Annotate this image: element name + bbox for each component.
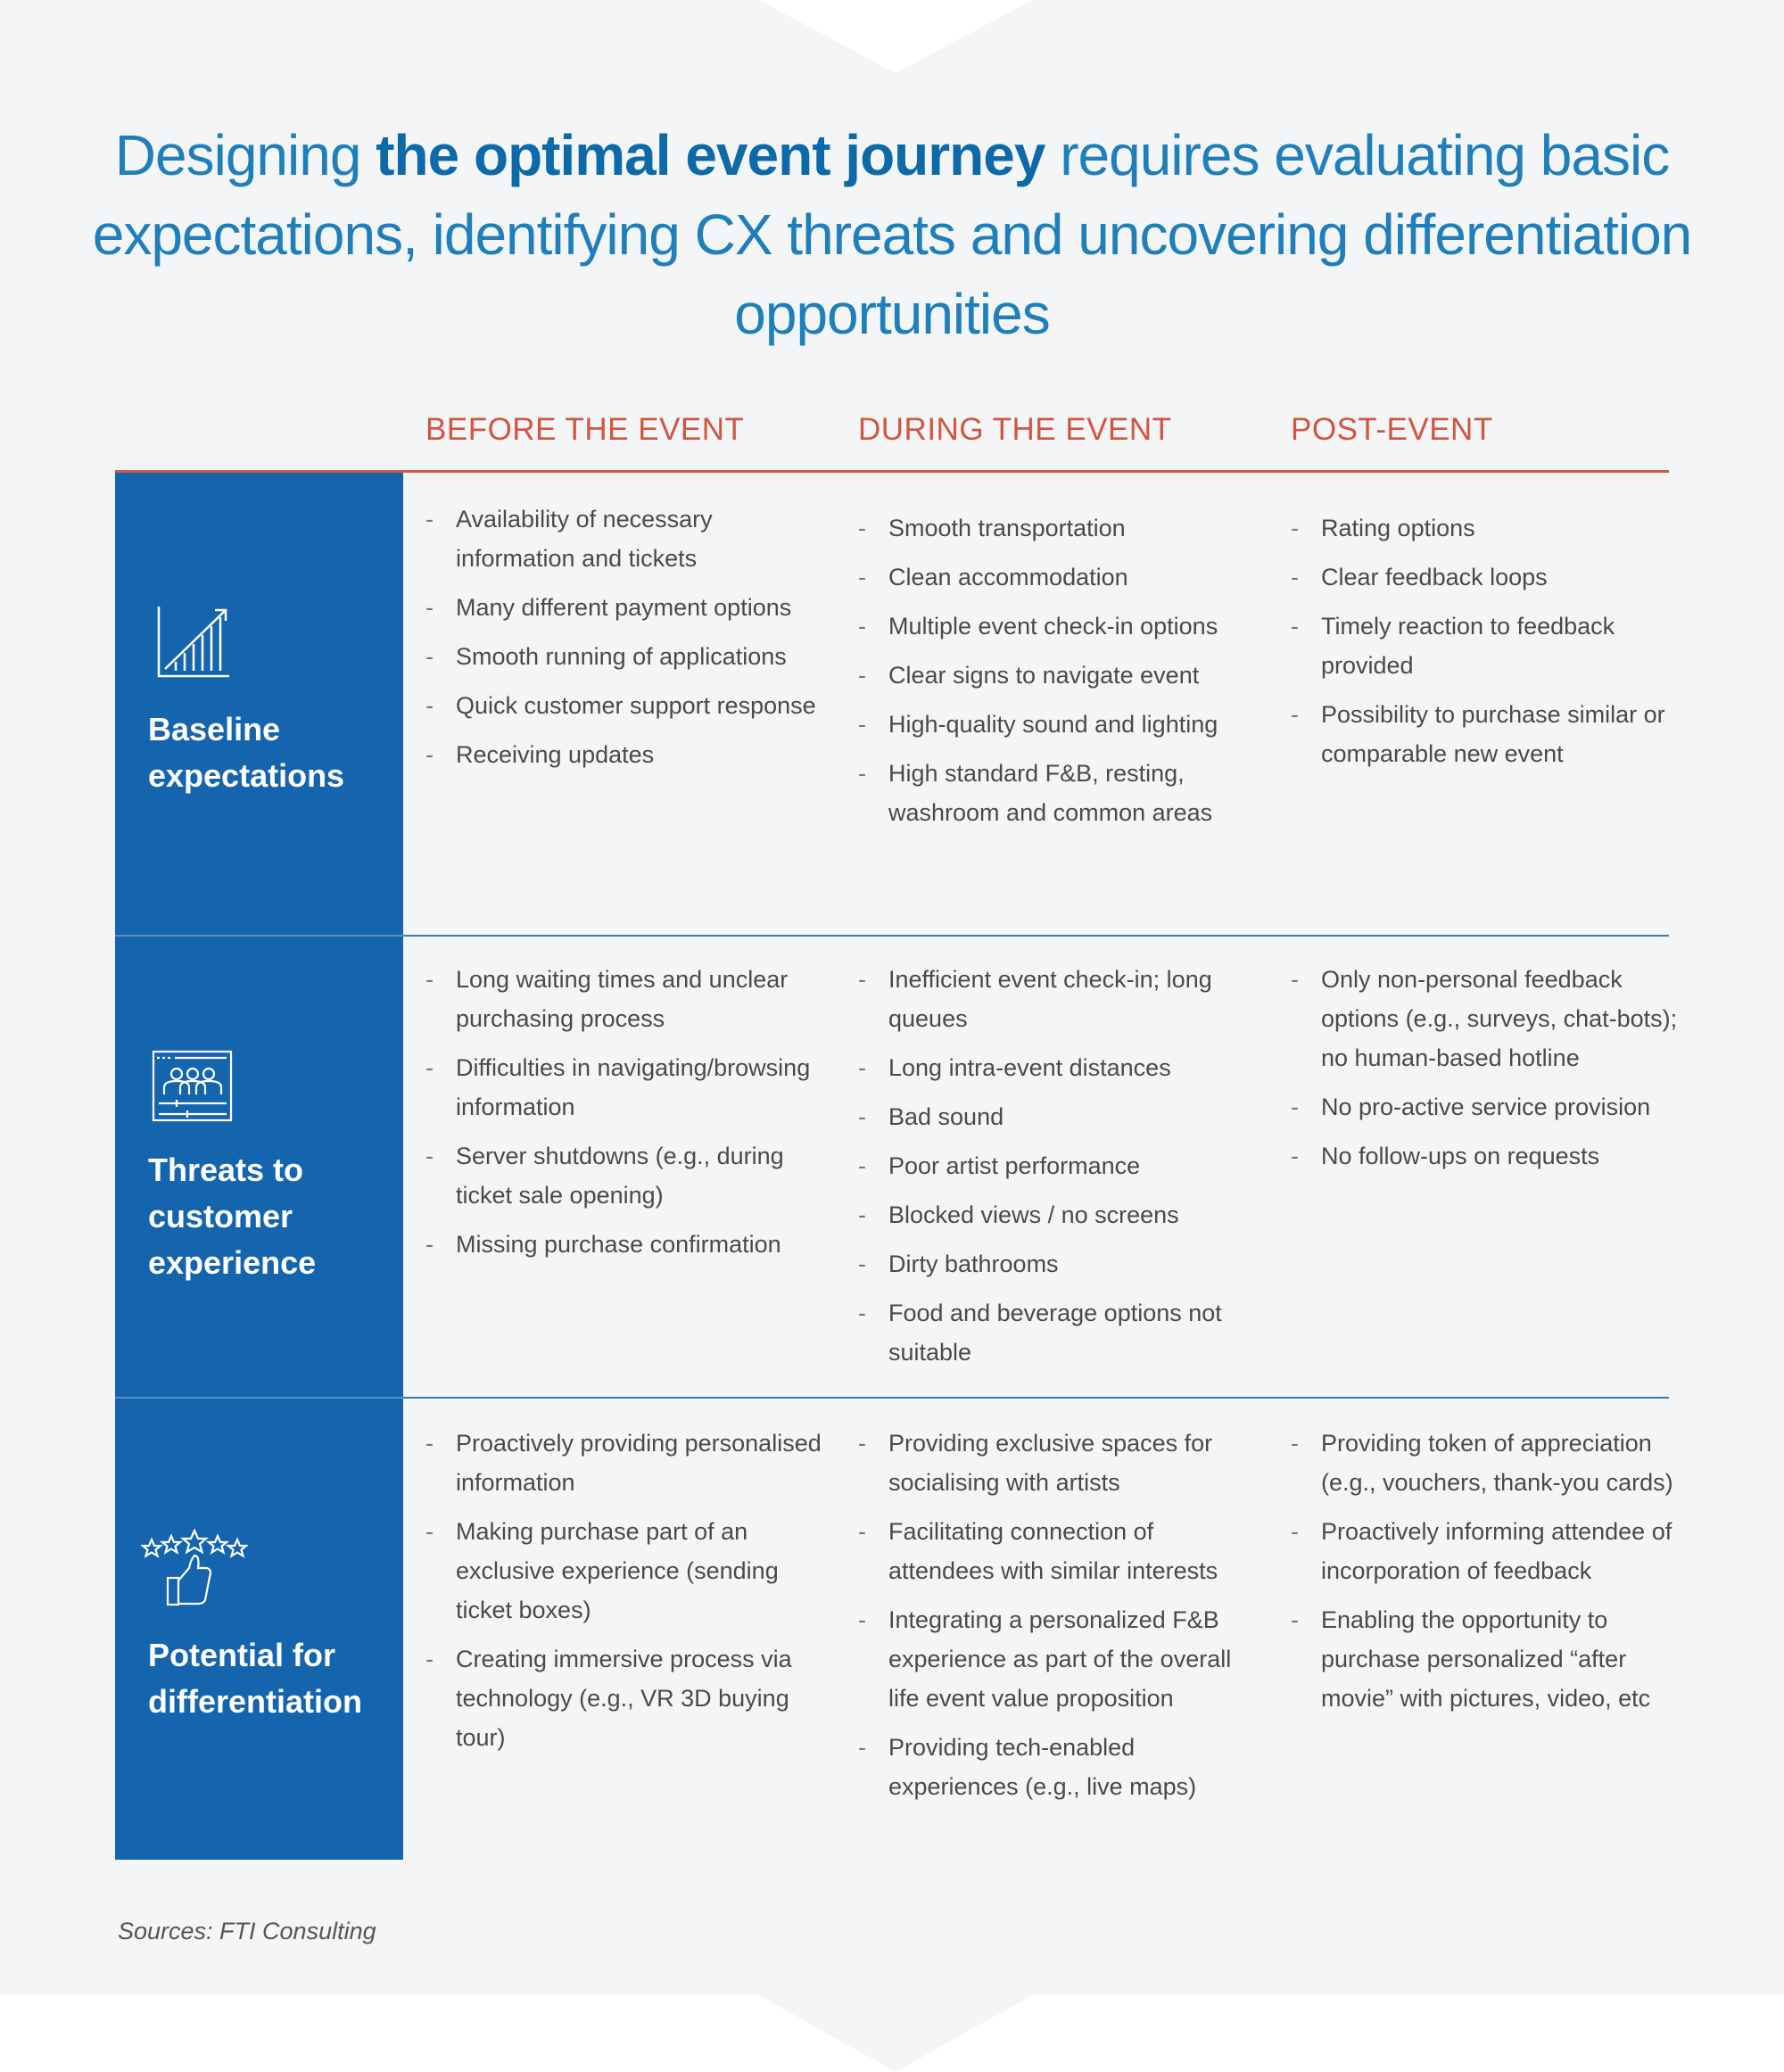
list-item: Only non-personal feedback options (e.g.… — [1291, 960, 1697, 1077]
page-title: Designing the optimal event journey requ… — [89, 116, 1695, 354]
cell-differentiation-during: Providing exclusive spaces for socialisi… — [858, 1424, 1260, 1816]
list-item: Missing purchase confirmation — [425, 1225, 827, 1264]
top-chevron — [759, 0, 1032, 73]
row-label-baseline: Baseline expectations — [148, 711, 345, 794]
list-item: Dirty bathrooms — [858, 1244, 1260, 1284]
sources-note: Sources: FTI Consulting — [118, 1918, 376, 1944]
row-divider — [115, 935, 403, 937]
list-item: Bad sound — [858, 1097, 1260, 1136]
bottom-chevron — [759, 1995, 1032, 2072]
column-header-post: POST-EVENT — [1291, 412, 1493, 447]
list-item: High standard F&B, resting, washroom and… — [858, 754, 1260, 832]
row-label-differentiation: Potential for differentiation — [148, 1637, 362, 1720]
list-item: Clean accommodation — [858, 557, 1260, 597]
list-item: Proactively informing attendee of incorp… — [1291, 1512, 1697, 1590]
list-item: Long waiting times and unclear purchasin… — [425, 960, 827, 1038]
row-divider — [403, 1397, 1669, 1399]
list-item: Long intra-event distances — [858, 1048, 1260, 1087]
cell-baseline-before: Availability of necessary information an… — [425, 499, 827, 784]
cell-baseline-post: Rating options Clear feedback loops Timely… — [1291, 508, 1697, 783]
list-item: Making purchase part of an exclusive exp… — [425, 1512, 827, 1630]
title-bold-text: the optimal event journey — [376, 123, 1045, 187]
list-item: Clear signs to navigate event — [858, 656, 1260, 695]
row-divider — [115, 1397, 403, 1399]
list-item: Food and beverage options not suitable — [858, 1293, 1260, 1372]
column-header-during: DURING THE EVENT — [858, 412, 1172, 447]
cell-differentiation-post: Providing token of appreciation (e.g., v… — [1291, 1424, 1697, 1728]
list-item: Receiving updates — [425, 735, 827, 774]
list-item: Providing exclusive spaces for socialisi… — [858, 1424, 1260, 1502]
list-item: Smooth transportation — [858, 508, 1260, 548]
list-item: No pro-active service provision — [1291, 1087, 1697, 1127]
stars-thumbs-up-icon — [141, 1529, 248, 1606]
list-item: Quick customer support response — [425, 686, 827, 725]
list-item: Possibility to purchase similar or compa… — [1291, 695, 1697, 773]
list-item: Server shutdowns (e.g., during ticket sa… — [425, 1136, 827, 1215]
cell-threats-post: Only non-personal feedback options (e.g.… — [1291, 960, 1697, 1185]
list-item: Blocked views / no screens — [858, 1195, 1260, 1234]
list-item: Enabling the opportunity to purchase per… — [1291, 1600, 1697, 1718]
growth-chart-icon — [157, 607, 229, 678]
list-item: High-quality sound and lighting — [858, 705, 1260, 744]
list-item: Multiple event check-in options — [858, 607, 1260, 646]
row-divider — [403, 935, 1669, 937]
list-item: Clear feedback loops — [1291, 557, 1697, 597]
list-item: Availability of necessary information an… — [425, 499, 827, 578]
list-item: Many different payment options — [425, 588, 827, 627]
list-item: Inefficient event check-in; long queues — [858, 960, 1260, 1038]
list-item: Providing token of appreciation (e.g., v… — [1291, 1424, 1697, 1502]
list-item: Facilitating connection of attendees wit… — [858, 1512, 1260, 1590]
cell-threats-during: Inefficient event check-in; long queues L… — [858, 960, 1260, 1382]
audience-screen-icon — [152, 1050, 233, 1122]
list-item: Poor artist performance — [858, 1146, 1260, 1185]
list-item: Timely reaction to feedback provided — [1291, 607, 1697, 685]
list-item: Proactively providing personalised infor… — [425, 1424, 827, 1502]
list-item: Providing tech-enabled experiences (e.g.… — [858, 1728, 1260, 1806]
list-item: Difficulties in navigating/browsing info… — [425, 1048, 827, 1127]
cell-differentiation-before: Proactively providing personalised infor… — [425, 1424, 827, 1767]
list-item: Smooth running of applications — [425, 637, 827, 676]
header-divider — [115, 470, 1669, 473]
cell-threats-before: Long waiting times and unclear purchasin… — [425, 960, 827, 1274]
list-item: No follow-ups on requests — [1291, 1136, 1697, 1176]
column-header-before: BEFORE THE EVENT — [425, 412, 745, 447]
title-text: Designing — [114, 123, 376, 187]
row-label-column — [115, 473, 403, 1860]
list-item: Integrating a personalized F&B experienc… — [858, 1600, 1260, 1718]
title-text-rest: requires evaluating basic expectations, … — [92, 123, 1693, 346]
list-item: Creating immersive process via technolog… — [425, 1639, 827, 1757]
cell-baseline-during: Smooth transportation Clean accommodation… — [858, 508, 1260, 842]
list-item: Rating options — [1291, 508, 1697, 548]
row-label-threats: Threats to customer experience — [148, 1152, 317, 1281]
